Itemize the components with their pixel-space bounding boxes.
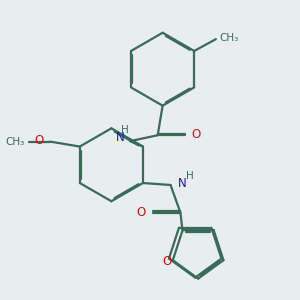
Text: O: O (191, 128, 200, 141)
Text: O: O (34, 134, 43, 147)
Text: H: H (186, 171, 194, 181)
Text: CH₃: CH₃ (220, 33, 239, 43)
Text: O: O (137, 206, 146, 219)
Text: H: H (121, 125, 129, 135)
Text: O: O (162, 255, 172, 268)
Text: N: N (116, 131, 124, 144)
Text: CH₃: CH₃ (5, 136, 25, 147)
Text: N: N (177, 176, 186, 190)
